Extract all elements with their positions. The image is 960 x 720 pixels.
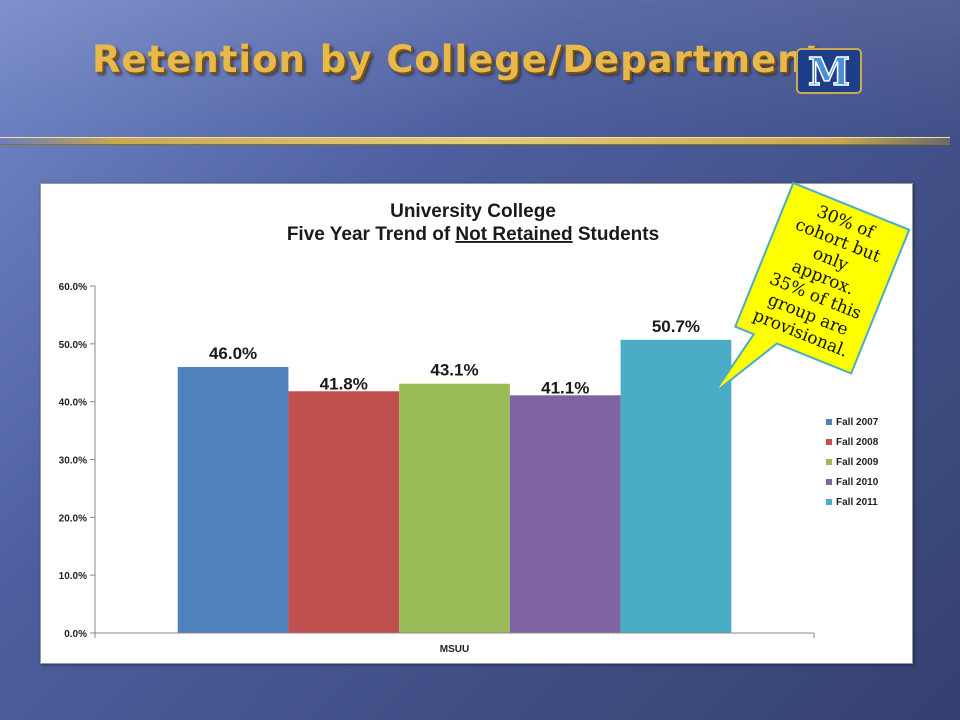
legend-label: Fall 2007 [836,417,879,428]
x-category-label: MSUU [440,644,469,655]
logo-letter: M [808,49,850,94]
data-label: 50.7% [652,317,700,336]
x-axis: MSUU [94,632,815,655]
legend: Fall 2007 Fall 2008 Fall 2009 Fall 2010 Fall… [826,417,879,508]
y-tick-label: 20.0% [59,513,87,524]
bar-fall-2010 [509,395,621,633]
data-label: 41.8% [320,374,368,393]
y-axis: 0.0% 10.0% 20.0% 30.0% 40.0% 50.0% 60.0% [59,282,96,640]
legend-swatch [826,419,832,425]
data-label: 43.1% [430,361,478,380]
legend-label: Fall 2009 [836,457,879,468]
y-tick-label: 10.0% [59,571,87,582]
bar-fall-2011 [620,339,732,633]
legend-label: Fall 2010 [836,477,879,488]
y-tick-label: 40.0% [59,398,87,409]
y-tick-label: 60.0% [59,282,87,293]
y-tick-label: 30.0% [59,456,87,467]
bar-labels-group: 46.0% 41.8% 43.1% 41.1% 50.7% [209,317,700,398]
legend-swatch [826,439,832,445]
legend-swatch [826,499,832,505]
slide-title: Retention by College/Department: [92,38,839,81]
y-tick-label: 0.0% [64,629,87,640]
logo-m-icon: M [796,48,862,94]
bars-group [177,339,732,633]
legend-swatch [826,459,832,465]
chart-subtitle-part-1: Five Year Trend of [287,224,456,245]
legend-label: Fall 2011 [836,497,878,508]
chart-subtitle-part-2: Not Retained [455,224,572,245]
y-tick-label: 50.0% [59,340,87,351]
bar-fall-2007 [177,366,289,633]
legend-label: Fall 2008 [836,437,879,448]
data-label: 41.1% [541,378,589,397]
chart-subtitle: Five Year Trend of Not Retained Students [287,224,659,245]
bar-fall-2009 [399,383,510,633]
legend-swatch [826,479,832,485]
title-divider [0,137,950,145]
bar-chart: University College Five Year Trend of No… [59,201,879,655]
chart-subtitle-part-3: Students [573,224,660,245]
data-label: 46.0% [209,344,257,363]
bar-fall-2008 [288,391,400,633]
chart-title: University College [390,201,556,222]
